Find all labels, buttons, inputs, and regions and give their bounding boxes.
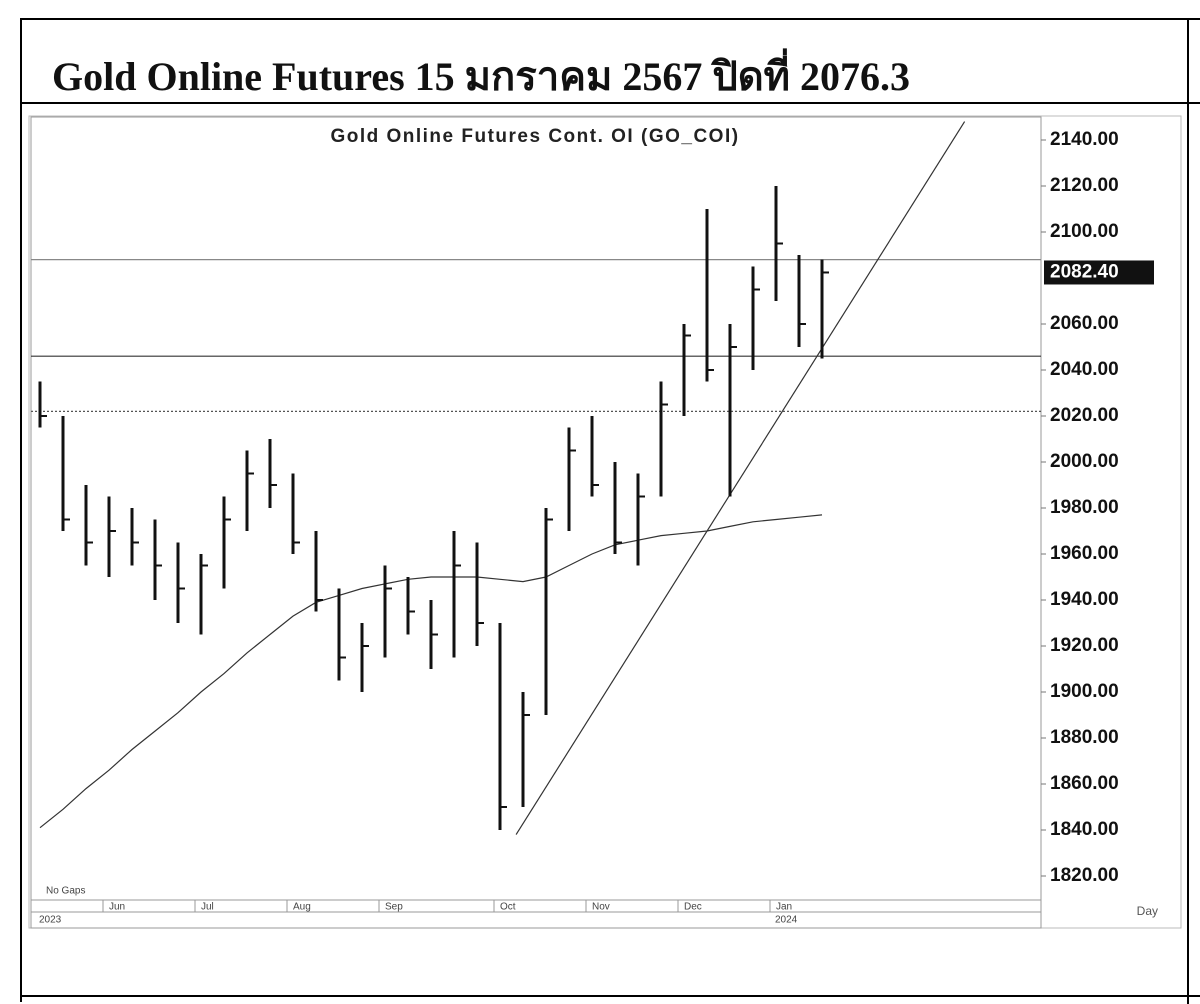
y-tick-label: 1860.00 — [1050, 773, 1119, 794]
trend-line — [515, 121, 966, 835]
x-tick-label: Jul — [201, 902, 214, 913]
y-tick-label: 2120.00 — [1050, 175, 1119, 196]
y-tick-label: 1840.00 — [1050, 819, 1119, 840]
y-tick-label: 1980.00 — [1050, 497, 1119, 518]
x-tick-label: Dec — [684, 902, 702, 913]
y-tick-label: 1880.00 — [1050, 727, 1119, 748]
year-label: 2023 — [39, 915, 62, 926]
y-tick-label: 2000.00 — [1050, 451, 1119, 472]
document-frame — [20, 18, 1200, 1002]
y-tick-label: 1900.00 — [1050, 681, 1119, 702]
x-tick-label: Jan — [776, 902, 792, 913]
y-tick-label: 1920.00 — [1050, 635, 1119, 656]
x-tick-label: Nov — [592, 902, 610, 913]
chart-image-frame — [28, 115, 1182, 929]
y-tick-label: 1960.00 — [1050, 543, 1119, 564]
y-tick-label: 1940.00 — [1050, 589, 1119, 610]
moving-average — [39, 514, 823, 829]
y-tick-label: 1820.00 — [1050, 865, 1119, 886]
year-label: 2024 — [775, 915, 798, 926]
y-tick-label: 2140.00 — [1050, 129, 1119, 150]
x-tick-label: Jun — [109, 902, 125, 913]
x-axis-strip — [30, 899, 1042, 929]
x-tick-label: Oct — [500, 902, 516, 913]
chart-title: Gold Online Futures Cont. OI (GO_COI) — [330, 126, 739, 147]
y-tick-label: 2040.00 — [1050, 359, 1119, 380]
x-tick-label: Aug — [293, 902, 311, 913]
chart-note: No Gaps — [46, 886, 85, 897]
period-label: Day — [1137, 904, 1158, 918]
page-title: Gold Online Futures 15 มกราคม 2567 ปิดที… — [52, 54, 911, 99]
x-tick-label: Sep — [385, 902, 403, 913]
y-tick-label: 2060.00 — [1050, 313, 1119, 334]
last-price-label: 2082.40 — [1050, 261, 1119, 282]
y-tick-label: 2100.00 — [1050, 221, 1119, 242]
last-price-box — [1044, 260, 1154, 285]
y-tick-label: 2020.00 — [1050, 405, 1119, 426]
